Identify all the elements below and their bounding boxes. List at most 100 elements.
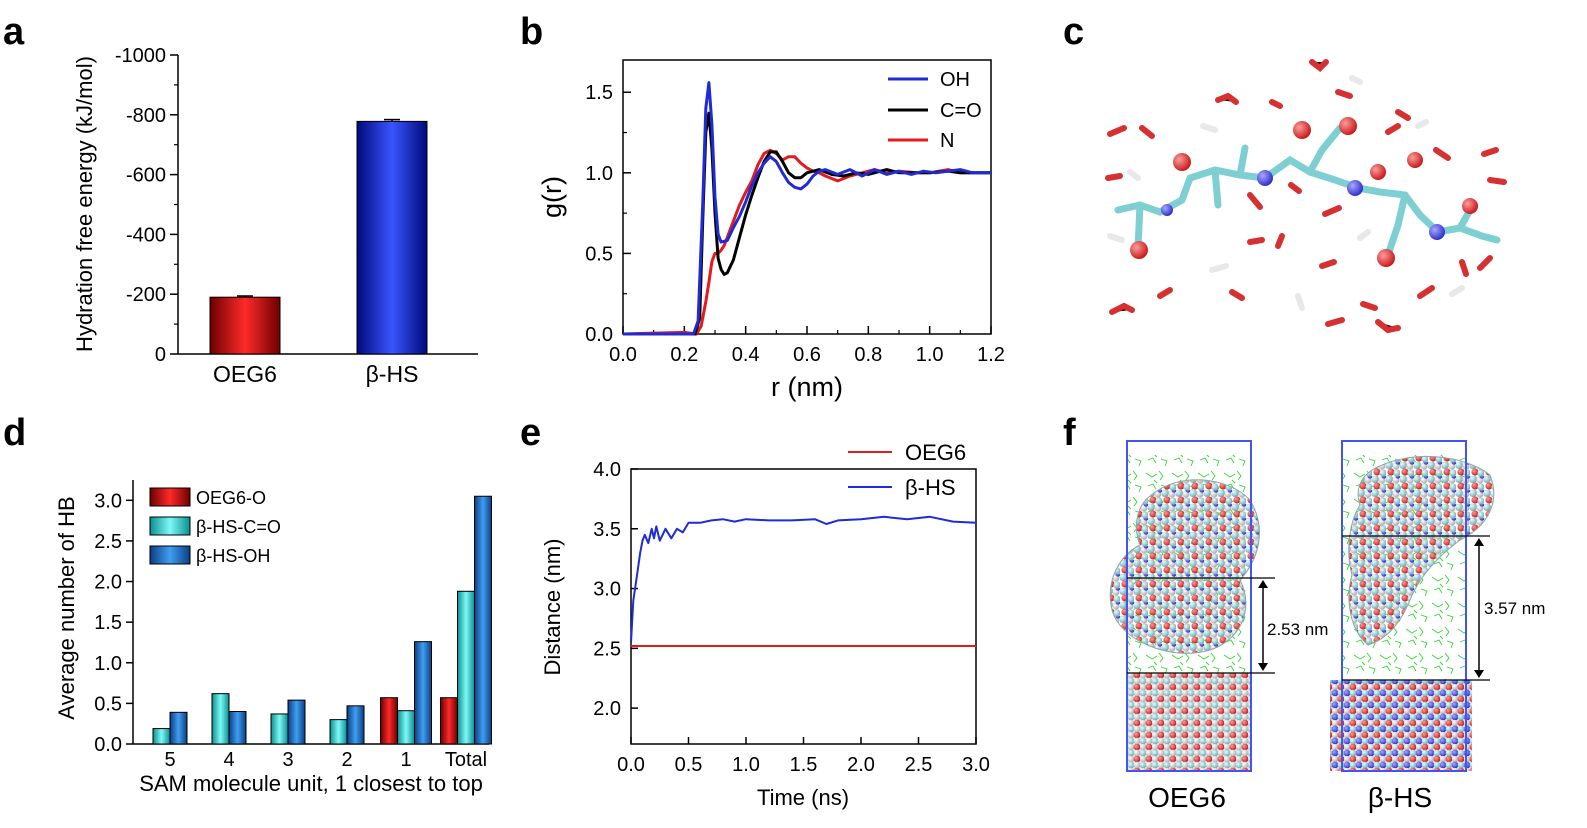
bar-β-HS-C=O-Total — [457, 590, 475, 745]
x-tick-label: 0.2 — [670, 344, 698, 366]
panel-b-x-label: r (nm) — [771, 372, 843, 402]
bar-β-HS-C=O-4 — [211, 693, 230, 745]
bar-OEG6-O-1 — [380, 697, 398, 745]
legend-label-bhs: β-HS — [905, 475, 956, 500]
y-tick-label: -800 — [126, 105, 166, 127]
x-tick-label: 3.0 — [962, 754, 990, 776]
panel-e-x-label: Time (ns) — [757, 785, 849, 810]
y-tick-label: 2.5 — [94, 531, 122, 553]
caption-oeg6: OEG6 — [1148, 782, 1226, 813]
panel-letter-c: c — [1063, 11, 1084, 53]
panel-a: 0 -200 -400 -600 -800 -1000 OEG6 β-HS Hydrati… — [72, 45, 478, 387]
category-label: 1 — [400, 749, 411, 771]
bar-β-HS-C=O-1 — [397, 710, 415, 745]
category-label: Total — [445, 749, 487, 771]
y-tick-label: -1000 — [115, 45, 166, 67]
panel-a-category-label: OEG6 — [213, 361, 277, 387]
x-tick-label: 1.0 — [916, 344, 944, 366]
sam-slab — [1330, 680, 1472, 771]
panel-d-bars — [152, 495, 492, 745]
series-line-C=O — [623, 111, 991, 336]
y-tick-label: 0.0 — [94, 734, 122, 756]
panel-d-x-label: SAM molecule unit, 1 closest to top — [139, 771, 483, 796]
legend-label-oeg6: OEG6 — [905, 440, 966, 465]
legend-label-bhs-co: β-HS-C=O — [196, 517, 281, 537]
distance-label-oeg6: 2.53 nm — [1267, 620, 1328, 639]
legend-swatch-bhs-oh — [149, 545, 191, 565]
legend-label-bhs-oh: β-HS-OH — [196, 546, 270, 566]
panel-f-snapshots: 2.53 nm OEG6 3.57 nm β-HS — [1109, 440, 1545, 813]
bar-β-HS-OH-4 — [228, 711, 247, 745]
bar-β-HS-C=O-2 — [329, 719, 348, 745]
y-tick-label: -600 — [126, 165, 166, 187]
panel-d-y-ticks: 0.0 0.5 1.0 1.5 2.0 2.5 3.0 — [94, 490, 133, 756]
simulation-box — [1126, 440, 1252, 772]
y-tick-label: 4.0 — [593, 459, 621, 481]
panel-b-lines — [622, 81, 991, 336]
panel-b: 0.0 0.2 0.4 0.6 0.8 1.0 1.2 0.0 0.5 1.0 1.5 r (nm)… — [537, 59, 1005, 402]
y-tick-label: 1.5 — [94, 612, 122, 634]
legend-label-co: C=O — [940, 100, 982, 122]
legend-swatch-bhs-co — [149, 516, 191, 536]
water-molecules — [1105, 59, 1507, 334]
y-tick-label: -400 — [126, 224, 166, 246]
panel-b-frame — [622, 59, 992, 335]
panel-a-category-label: β-HS — [366, 361, 419, 387]
y-tick-label: 2.0 — [593, 698, 621, 720]
x-tick-label: 1.2 — [977, 344, 1005, 366]
bar-OEG6-O-Total — [440, 697, 458, 745]
x-tick-label: 2.5 — [905, 754, 933, 776]
x-tick-label: 0.0 — [609, 344, 637, 366]
x-tick-label: 0.6 — [793, 344, 821, 366]
protein — [1109, 479, 1260, 654]
panel-a-y-ticks: 0 -200 -400 -600 -800 -1000 — [115, 45, 178, 366]
legend-label-oeg6-o: OEG6-O — [196, 488, 266, 508]
panel-d: 0.0 0.5 1.0 1.5 2.0 2.5 3.0 5 4 3 2 1 Total SAM mol… — [54, 480, 492, 796]
snapshot-bhs: 3.57 nm β-HS — [1330, 440, 1545, 813]
snapshot-oeg6: 2.53 nm OEG6 — [1109, 440, 1328, 813]
panel-e-lines — [630, 515, 977, 647]
bar-β-HS-C=O-3 — [270, 713, 289, 745]
panel-a-y-label: Hydration free energy (kJ/mol) — [72, 56, 97, 352]
panel-e-ticks: 0.0 0.5 1.0 1.5 2.0 2.5 3.0 2.0 2.5 3.0 3.5 4.0 — [593, 459, 990, 776]
panel-d-legend: OEG6-O β-HS-C=O β-HS-OH — [149, 487, 281, 566]
x-tick-label: 0.4 — [732, 344, 760, 366]
bar-β-HS-OH-1 — [414, 641, 432, 745]
panel-letter-d: d — [3, 412, 26, 454]
panel-letter-a: a — [3, 11, 25, 53]
x-tick-label: 1.5 — [790, 754, 818, 776]
y-tick-label: 0.0 — [585, 324, 613, 346]
caption-bhs: β-HS — [1368, 782, 1432, 813]
bar-OEG6 — [209, 296, 281, 355]
protein — [1348, 455, 1495, 646]
panel-c-molecule-image — [1105, 59, 1507, 334]
panel-b-legend: OH C=O N — [888, 69, 982, 152]
panel-d-y-label: Average number of HB — [54, 496, 79, 719]
molecule-atoms — [1130, 117, 1478, 267]
panel-b-y-label: g(r) — [537, 176, 567, 218]
panel-e-frame — [630, 468, 977, 745]
y-tick-label: 1.0 — [94, 653, 122, 675]
series-line-OH — [623, 81, 991, 336]
bar-β-HS — [356, 120, 428, 355]
y-tick-label: 2.5 — [593, 638, 621, 660]
legend-swatch-oeg6-o — [149, 487, 191, 507]
x-tick-label: 0.8 — [854, 344, 882, 366]
y-tick-label: 1.0 — [585, 163, 613, 185]
x-tick-label: 1.0 — [732, 754, 760, 776]
panel-e: 0.0 0.5 1.0 1.5 2.0 2.5 3.0 2.0 2.5 3.0 3.5 4.0 Tim… — [540, 440, 990, 810]
panel-a-bars — [209, 118, 428, 355]
panel-b-ticks: 0.0 0.2 0.4 0.6 0.8 1.0 1.2 0.0 0.5 1.0 1.5 — [585, 82, 1005, 366]
x-tick-label: 2.0 — [847, 754, 875, 776]
bar-β-HS-OH-Total — [474, 495, 492, 745]
y-tick-label: -200 — [126, 284, 166, 306]
category-label: 4 — [223, 749, 234, 771]
bar-β-HS-OH-2 — [346, 705, 365, 745]
category-label: 5 — [164, 749, 175, 771]
legend-label-n: N — [940, 130, 954, 152]
panel-d-categories: 5 4 3 2 1 Total — [164, 749, 487, 771]
category-label: 3 — [282, 749, 293, 771]
series-line-β-HS — [630, 515, 977, 643]
y-tick-label: 0 — [155, 344, 166, 366]
